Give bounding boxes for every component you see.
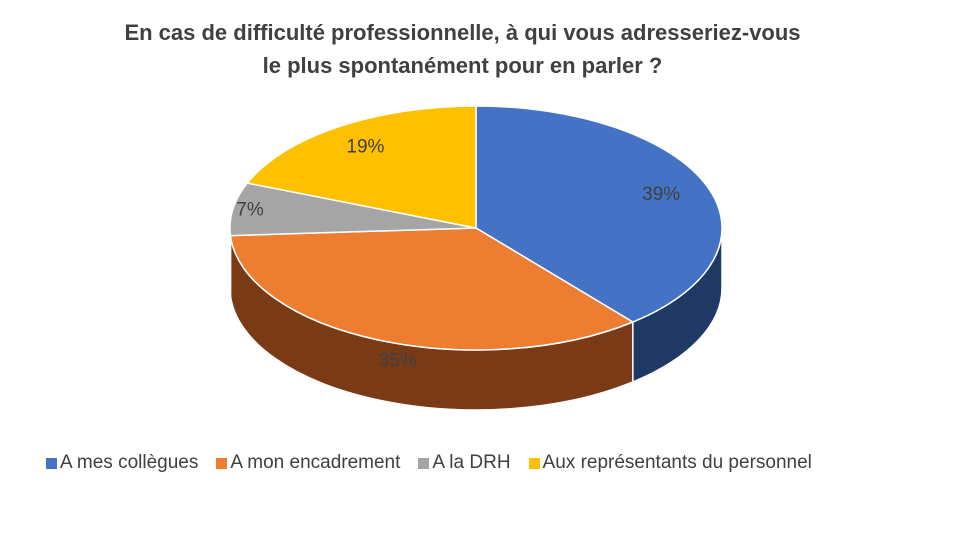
legend-swatch (528, 457, 540, 469)
data-label-a-mes-collegues: 39% (642, 184, 680, 205)
legend-swatch (216, 457, 228, 469)
data-label-aux-representants-du-personnel: 19% (346, 136, 384, 157)
legend-label: Aux représentants du personnel (542, 452, 812, 473)
legend-item-a-la-drh: A la DRH (418, 452, 511, 474)
pie-slice-a-mon-encadrement (229, 227, 635, 351)
legend-item-aux-representants-du-personnel: Aux représentants du personnel (528, 452, 812, 474)
legend-swatch (46, 457, 57, 469)
data-label-a-la-drh: 7% (236, 199, 264, 220)
pie-slice-aux-representants-du-personnel (245, 105, 477, 229)
legend-item-a-mon-encadrement: A mon encadrement (216, 452, 400, 474)
pie-slice-a-la-drh (229, 182, 477, 237)
chart-title-line-1: En cas de difficulté professionnelle, à … (124, 20, 801, 45)
data-label-a-mon-encadrement: 35% (379, 351, 417, 372)
chart-legend: A mes collègues A mon encadrement A la DRH… (46, 450, 926, 476)
pie-slice-a-mes-collegues (475, 105, 723, 323)
chart-title-line-2: le plus spontanément pour en parler ? (262, 53, 663, 78)
pie-slices (229, 105, 723, 351)
legend-item-a-mes-collegues: A mes collègues (46, 452, 198, 474)
legend-label: A mes collègues (60, 452, 199, 473)
legend-swatch (418, 457, 430, 469)
data-labels: 39% 35% 7% 19% (236, 136, 680, 371)
legend-label: A mon encadrement (230, 452, 401, 473)
chart-title: En cas de difficulté professionnelle, à … (0, 16, 925, 82)
legend-label: A la DRH (432, 452, 511, 473)
